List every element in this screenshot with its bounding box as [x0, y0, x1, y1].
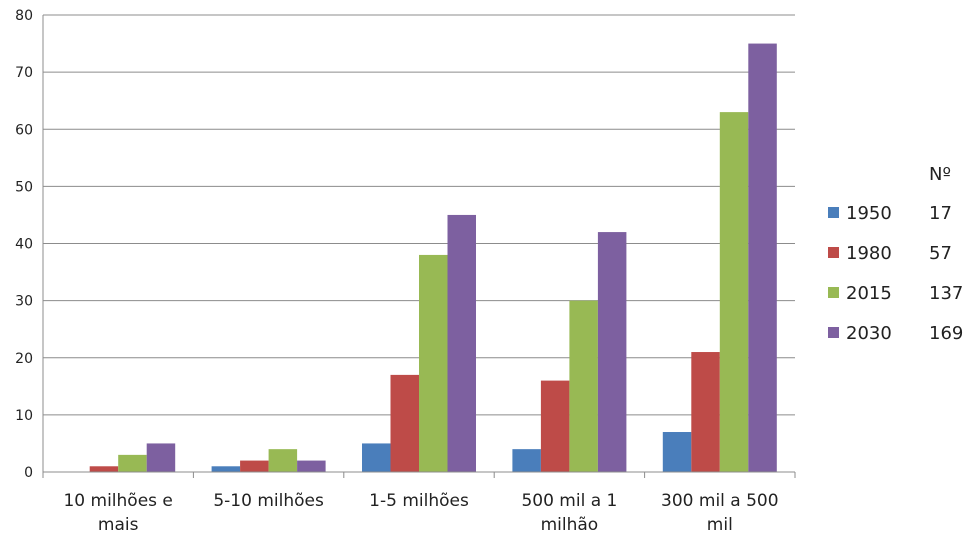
- y-tick-label: 50: [15, 179, 33, 195]
- bar-1950: [362, 443, 391, 472]
- bar-1980: [540, 380, 570, 472]
- x-category-label: mil: [707, 515, 733, 535]
- legend-swatch: [828, 247, 839, 258]
- x-category-label: 300 mil a 500: [661, 491, 779, 511]
- legend-series-name: 1950: [846, 203, 892, 224]
- bar-1980: [390, 374, 419, 472]
- y-tick-label: 70: [15, 65, 33, 81]
- bar-2015: [569, 300, 598, 472]
- y-tick-label: 30: [15, 294, 33, 310]
- x-axis-labels: 10 milhões e mais 5-10 milhões 1-5 milhões 5…: [63, 491, 778, 535]
- axes: [42, 15, 796, 478]
- bar-1980: [89, 466, 119, 472]
- legend-count: 169: [929, 323, 963, 344]
- legend: Nº 1950 17 1980 57 2015 137 2030 169: [828, 164, 963, 344]
- legend-series-name: 1980: [846, 243, 892, 264]
- legend-count: 137: [929, 283, 963, 304]
- bar-2030: [748, 43, 777, 472]
- bar-2015: [118, 454, 147, 472]
- bar-2030: [447, 214, 476, 472]
- bar-2015: [268, 449, 298, 472]
- legend-series-name: 2015: [846, 283, 892, 304]
- legend-count: 57: [929, 243, 952, 264]
- x-category-label: mais: [98, 515, 139, 535]
- bar-1950: [211, 466, 241, 472]
- bar-1980: [240, 460, 269, 472]
- y-tick-label: 10: [15, 408, 33, 424]
- legend-count-header: Nº: [929, 164, 951, 185]
- legend-count: 17: [929, 203, 952, 224]
- x-category-label: 1-5 milhões: [369, 491, 469, 511]
- y-tick-label: 60: [15, 122, 33, 138]
- bar-2030: [597, 232, 627, 472]
- x-category-label: 10 milhões e: [63, 491, 172, 511]
- bar-2015: [719, 112, 749, 473]
- x-category-label: 5-10 milhões: [213, 491, 324, 511]
- y-axis-ticks: 0 10 20 30 40 50 60 70 80: [15, 8, 33, 481]
- legend-swatch: [828, 287, 839, 298]
- legend-swatch: [828, 207, 839, 218]
- y-tick-label: 0: [24, 465, 33, 481]
- bar-1980: [691, 352, 720, 472]
- legend-swatch: [828, 327, 839, 338]
- x-category-label: 500 mil a 1: [521, 491, 617, 511]
- y-tick-label: 20: [15, 351, 33, 367]
- x-category-label: milhão: [541, 515, 599, 535]
- grid-lines: [43, 14, 795, 473]
- bars: [89, 43, 777, 473]
- y-tick-label: 40: [15, 237, 33, 253]
- bar-2030: [146, 443, 176, 472]
- legend-series-name: 2030: [846, 323, 892, 344]
- bar-1950: [512, 449, 541, 472]
- bar-2015: [419, 254, 448, 472]
- bar-1950: [662, 432, 692, 472]
- y-tick-label: 80: [15, 8, 33, 24]
- bar-2030: [297, 460, 326, 472]
